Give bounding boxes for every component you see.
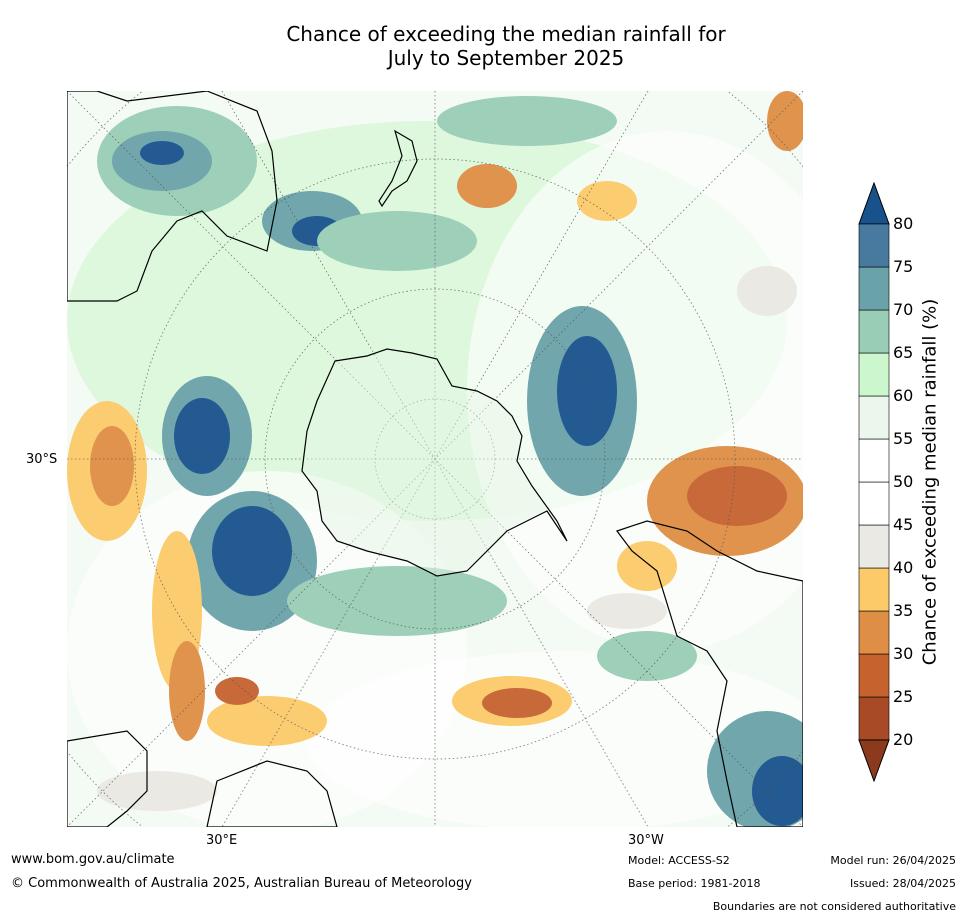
antarctica-outline: [301, 348, 568, 577]
lon-label-30w: 30°W: [628, 833, 664, 848]
colorbar-bin-30-35: [858, 610, 890, 655]
website-link[interactable]: www.bom.gov.au/climate: [11, 852, 175, 867]
colorbar-tick-label: 45: [893, 515, 914, 534]
map-title: Chance of exceeding the median rainfall …: [200, 22, 812, 70]
colorbar-tick-label: 80: [893, 214, 914, 233]
colorbar-tick-label: 60: [893, 386, 914, 405]
colorbar-tick-label: 30: [893, 644, 914, 663]
colorbar-bin-20-25: [858, 696, 890, 741]
colorbar-bin-75-80: [858, 223, 890, 268]
colorbar-tick-label: 50: [893, 472, 914, 491]
copyright-text: © Commonwealth of Australia 2025, Austra…: [11, 876, 472, 891]
colorbar-title: Chance of exceeding median rainfall (%): [919, 298, 941, 666]
colorbar-tick-label: 75: [893, 257, 914, 276]
colorbar-bin-65-70: [858, 309, 890, 354]
colorbar-bin-70-75: [858, 266, 890, 311]
australia-outline: [67, 91, 278, 302]
title-line-1: Chance of exceeding the median rainfall …: [286, 22, 726, 46]
south-america-outline: [616, 520, 803, 827]
issued-date: Issued: 28/04/2025: [849, 877, 956, 890]
colorbar-bin-55-60: [858, 395, 890, 440]
rainfall-probability-map: [67, 91, 803, 827]
colorbar-bin-above-80: [858, 182, 890, 225]
model-name: Model: ACCESS-S2: [628, 854, 730, 867]
colorbar-tick-label: 65: [893, 343, 914, 362]
africa-outline: [67, 730, 148, 827]
base-period: Base period: 1981-2018: [628, 877, 761, 890]
colorbar-bin-25-30: [858, 653, 890, 698]
colorbar-tick-label: 55: [893, 429, 914, 448]
colorbar-bin-40-45: [858, 524, 890, 569]
colorbar-bin-below-20: [858, 739, 890, 782]
colorbar-bin-45-50: [858, 481, 890, 526]
colorbar-bin-50-55: [858, 438, 890, 483]
title-line-2: July to September 2025: [387, 46, 625, 70]
colorbar-tick-label: 20: [893, 730, 914, 749]
colorbar: [858, 182, 890, 782]
boundary-disclaimer: Boundaries are not considered authoritat…: [712, 900, 956, 913]
new-zealand-outline: [378, 129, 418, 208]
lat-label-30s: 30°S: [26, 452, 58, 467]
probability-field: [67, 91, 803, 827]
colorbar-tick-label: 70: [893, 300, 914, 319]
colorbar-bin-60-65: [858, 352, 890, 397]
colorbar-tick-label: 40: [893, 558, 914, 577]
colorbar-bin-35-40: [858, 567, 890, 612]
colorbar-tick-label: 25: [893, 687, 914, 706]
lon-label-30e: 30°E: [206, 833, 238, 848]
colorbar-tick-label: 35: [893, 601, 914, 620]
southern-africa-outline: [206, 760, 338, 827]
model-run-date: Model run: 26/04/2025: [830, 854, 956, 867]
